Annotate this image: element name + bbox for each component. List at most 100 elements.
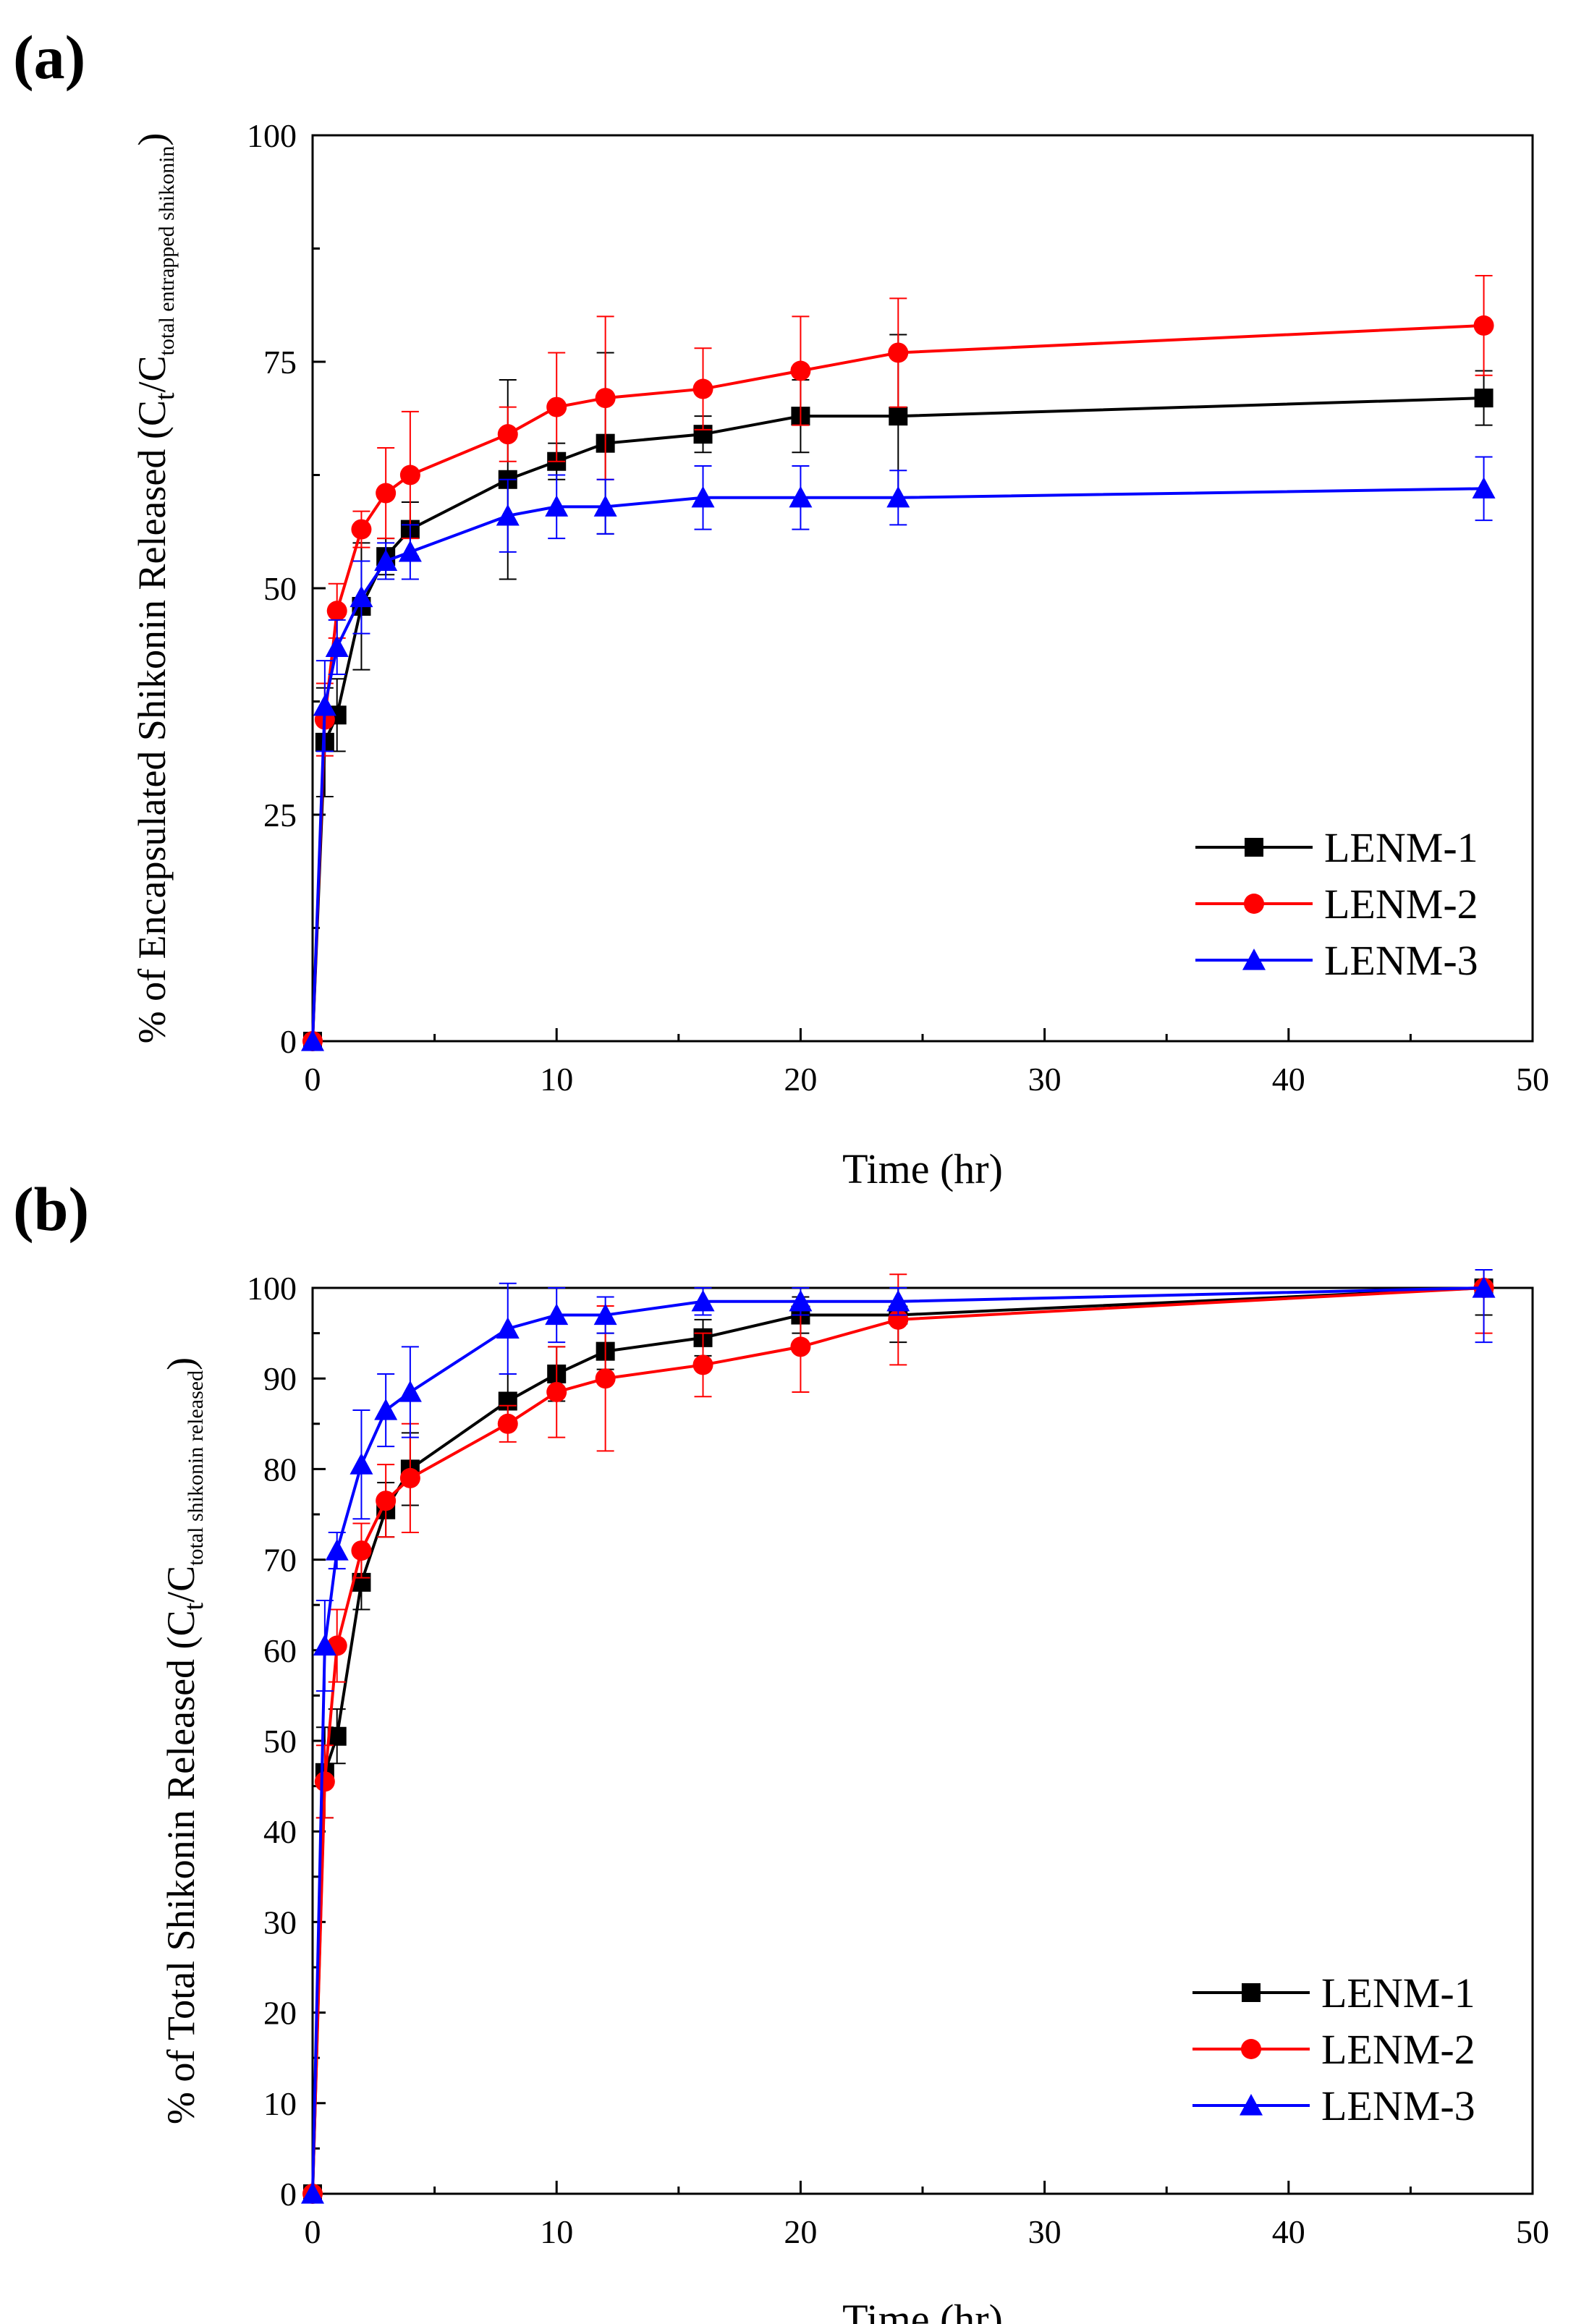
data-point	[496, 504, 520, 526]
y-tick-label: 50	[263, 1723, 297, 1760]
data-point	[691, 1289, 715, 1312]
data-point	[886, 1289, 910, 1312]
y-tick-label: 90	[263, 1360, 297, 1397]
y-tick-label: 0	[280, 1023, 297, 1060]
x-axis-title: Time (hr)	[842, 1145, 1003, 1192]
y-tick-label: 100	[247, 1270, 297, 1307]
x-tick-label: 30	[1028, 1061, 1062, 1098]
x-tick-label: 40	[1272, 1061, 1305, 1098]
y-tick-label: 70	[263, 1542, 297, 1579]
y-axis-title-end: )	[130, 133, 174, 146]
data-point	[325, 635, 349, 657]
y-tick-label: 0	[280, 2176, 297, 2213]
x-tick-label: 20	[784, 2213, 817, 2250]
x-axis-title: Time (hr)	[842, 2296, 1003, 2324]
legend-marker	[1240, 2094, 1263, 2116]
x-tick-label: 10	[540, 1061, 573, 1098]
legend-marker	[1244, 894, 1264, 914]
y-tick-label: 80	[263, 1451, 297, 1488]
y-axis-title-end: )	[159, 1357, 203, 1370]
legend-label: LENM-1	[1321, 1969, 1475, 2016]
y-axis-title-mid: /C	[130, 356, 174, 393]
data-point	[399, 1467, 420, 1488]
y-axis-title-mid: /C	[159, 1566, 203, 1603]
data-point	[593, 495, 617, 517]
legend-label: LENM-1	[1324, 824, 1478, 871]
legend: LENM-1 LENM-2 LENM-3	[1195, 824, 1478, 984]
y-tick-label: 75	[263, 344, 297, 381]
legend: LENM-1 LENM-2 LENM-3	[1192, 1969, 1475, 2129]
data-point	[497, 1413, 518, 1434]
data-point	[314, 1771, 335, 1792]
series-lenm-3	[301, 456, 1496, 1051]
x-tick-label: 0	[305, 2213, 321, 2250]
data-point	[886, 485, 910, 508]
data-point	[888, 342, 909, 363]
data-point	[398, 1380, 422, 1402]
data-point	[595, 1368, 616, 1389]
chart-panel-b: (b) 0 10 20 30 40 50 0 10 20 30 40 50 60 70 80 90 100 Time…	[13, 1174, 1549, 2324]
x-tick-label: 40	[1272, 2213, 1305, 2250]
data-point	[1473, 315, 1494, 336]
data-point	[790, 360, 811, 381]
y-tick-label: 60	[263, 1632, 297, 1669]
y-axis-title-sub1: t	[150, 392, 180, 400]
data-point	[313, 1634, 336, 1656]
data-point	[399, 465, 420, 485]
data-point	[790, 1336, 811, 1357]
panel-label: (b)	[13, 1174, 89, 1244]
data-point	[326, 601, 347, 622]
y-tick-label: 25	[263, 797, 297, 834]
data-point	[496, 1317, 520, 1339]
y-tick-label: 30	[263, 1904, 297, 1941]
y-axis-title: % of Encapsulated Shikonin Released (Ct/…	[130, 133, 180, 1044]
legend-label: LENM-3	[1324, 937, 1478, 984]
data-point	[376, 1490, 397, 1511]
data-point	[545, 1303, 569, 1326]
y-tick-label: 40	[263, 1813, 297, 1850]
data-point	[593, 1303, 617, 1326]
y-axis-title-main: % of Encapsulated Shikonin Released (C	[130, 400, 174, 1043]
data-point	[692, 378, 713, 399]
data-point	[349, 585, 373, 608]
x-tick-label: 10	[540, 2213, 573, 2250]
data-point	[691, 485, 715, 508]
data-point	[301, 2182, 324, 2204]
y-axis-title-main: % of Total Shikonin Released (C	[159, 1610, 203, 2124]
data-point	[376, 483, 397, 504]
y-tick-label: 50	[263, 570, 297, 607]
data-point	[889, 407, 908, 426]
legend-label: LENM-2	[1321, 2026, 1475, 2073]
legend-marker	[1242, 1983, 1261, 2002]
y-axis-title: % of Total Shikonin Released (Ct/Ctotal …	[159, 1357, 209, 2124]
series-lenm-3	[301, 1268, 1496, 2204]
y-tick-label: 10	[263, 2085, 297, 2122]
x-tick-label: 30	[1028, 2213, 1062, 2250]
y-axis-title-sub2: total entrapped shikonin	[155, 146, 179, 356]
data-point	[374, 549, 398, 572]
y-tick-label: 100	[247, 117, 297, 154]
x-tick-label: 50	[1516, 1061, 1549, 1098]
y-tick-label: 20	[263, 1995, 297, 2032]
x-tick-label: 0	[305, 1061, 321, 1098]
x-tick-label: 20	[784, 1061, 817, 1098]
x-tick-label: 50	[1516, 2213, 1549, 2250]
data-point	[692, 1354, 713, 1375]
data-point	[301, 1030, 324, 1051]
data-point	[789, 485, 813, 508]
legend-marker	[1245, 838, 1263, 857]
data-point	[545, 495, 569, 517]
data-point	[789, 1289, 813, 1312]
data-point	[374, 1399, 398, 1420]
data-point	[398, 540, 422, 562]
legend-label: LENM-2	[1324, 881, 1478, 928]
data-point	[595, 388, 616, 409]
data-point	[325, 1539, 349, 1561]
data-point	[1472, 477, 1496, 499]
chart-panel-a: (a) 0 10 20 30 40 50 0 25 50 75 100 Time (hr) % of En…	[13, 22, 1549, 1192]
panel-label: (a)	[13, 22, 85, 92]
data-point	[1474, 389, 1494, 408]
data-point	[1472, 1276, 1496, 1298]
legend-label: LENM-3	[1321, 2082, 1475, 2129]
data-point	[351, 1540, 372, 1561]
